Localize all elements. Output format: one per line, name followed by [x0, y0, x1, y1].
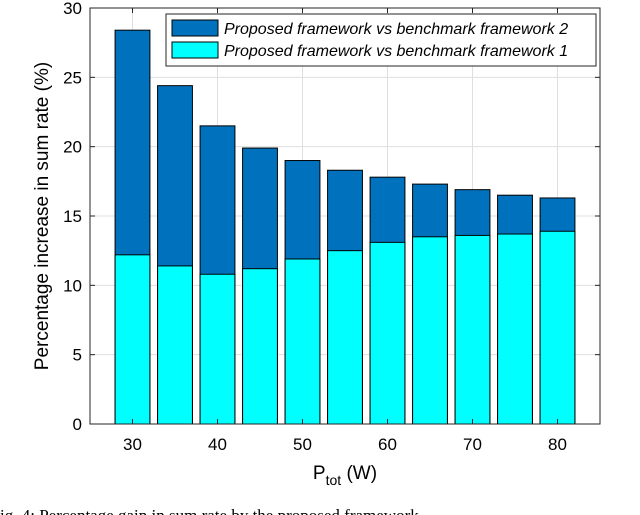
bar-series-2 [284, 258, 321, 425]
y-tick-label: 20 [63, 138, 82, 157]
bar-series-2 [369, 241, 406, 425]
x-axis-title: Ptot (W) [313, 463, 377, 488]
x-tick-label: 70 [463, 435, 482, 454]
bar-series-2 [454, 234, 491, 425]
x-axis-title-main: P [313, 463, 326, 484]
legend: Proposed framework vs benchmark framewor… [165, 13, 597, 67]
legend-label-1: Proposed framework vs benchmark framewor… [224, 21, 568, 38]
figure-caption: ig. 4: Percentage gain in sum rate by th… [0, 506, 419, 515]
bars-layer [114, 29, 576, 425]
legend-box [165, 13, 597, 67]
x-tick-label: 40 [208, 435, 227, 454]
x-tick-label: 30 [123, 435, 142, 454]
x-tick-label: 60 [378, 435, 397, 454]
bar-series-2 [157, 265, 193, 425]
legend-swatch-2 [171, 41, 219, 59]
legend-label-2: Proposed framework vs benchmark framewor… [224, 43, 568, 60]
y-tick-label: 15 [63, 207, 82, 226]
y-axis-title: Percentage increase in sum rate (%) [32, 62, 53, 370]
y-tick-label: 10 [63, 276, 82, 295]
bar-series-2 [114, 254, 151, 425]
x-tick-label: 80 [548, 435, 567, 454]
y-tick-label: 30 [63, 0, 82, 18]
x-axis-title-unit: (W) [341, 463, 377, 484]
bar-series-2 [539, 230, 576, 425]
y-tick-label: 25 [63, 68, 82, 87]
bar-series-2 [327, 250, 363, 425]
x-tick-label: 50 [293, 435, 312, 454]
bar-series-2 [199, 273, 236, 425]
bar-series-2 [497, 233, 533, 425]
bar-series-2 [412, 236, 448, 425]
y-tick-label: 5 [73, 346, 82, 365]
legend-swatch-1 [171, 19, 219, 37]
y-tick-label: 0 [73, 415, 82, 434]
bar-series-2 [242, 268, 278, 425]
ticks-layer: 0 5 10 15 20 25 30 30 40 50 60 70 80 [63, 0, 600, 454]
x-axis-title-subscript: tot [326, 472, 342, 488]
